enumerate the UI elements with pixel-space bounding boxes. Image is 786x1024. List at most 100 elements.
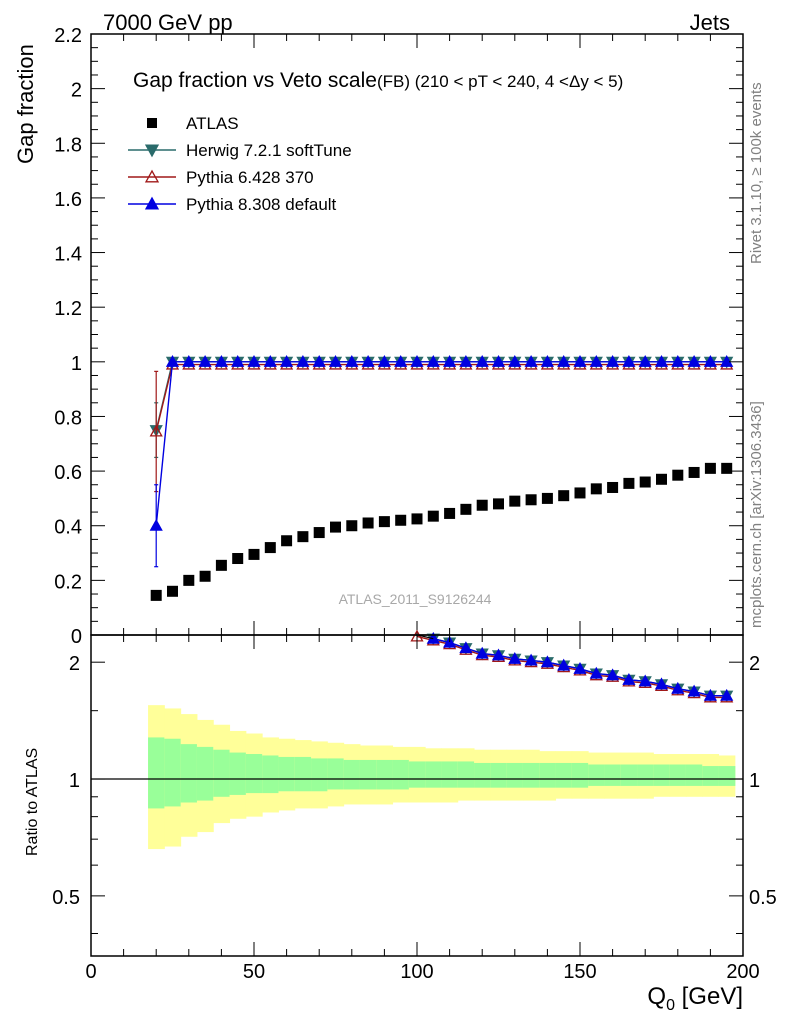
atlas-data-point <box>688 466 700 478</box>
x-axis-title-unit: [GeV] <box>675 983 743 1010</box>
rivet-label: Rivet 3.1.10, ≥ 100k events <box>748 82 765 264</box>
series-point <box>410 354 424 367</box>
ratio-point <box>622 672 636 685</box>
ratio-band-green <box>213 749 231 797</box>
ratio-band-green <box>196 746 214 801</box>
legend-marker <box>147 118 157 128</box>
y-tick-label: 0.6 <box>54 462 82 484</box>
legend-label: Pythia 8.308 default <box>186 195 337 214</box>
ratio-band-green <box>229 752 247 795</box>
series-point <box>247 354 261 367</box>
atlas-data-point <box>639 476 651 488</box>
series-point <box>263 354 277 367</box>
y-tick-label: 0.2 <box>54 571 82 593</box>
atlas-data-point <box>264 542 276 554</box>
y-tick-label: 1.6 <box>54 189 82 211</box>
y-tick-label: 2.2 <box>54 25 82 47</box>
ratio-band-green <box>180 744 198 803</box>
ratio-point <box>491 648 506 661</box>
series-point <box>654 354 669 367</box>
ratio-y-axis-title: Ratio to ATLAS <box>24 748 41 856</box>
series-point <box>573 354 587 367</box>
ratio-band-green <box>457 761 475 788</box>
atlas-data-point <box>623 477 635 489</box>
main-plot-data <box>149 354 734 601</box>
chart-title: Gap fraction vs Veto scale(FB) (210 < pT… <box>133 69 623 92</box>
atlas-data-point <box>150 589 162 601</box>
legend-marker <box>144 144 160 158</box>
ratio-uncertainty-bands <box>148 705 736 850</box>
atlas-data-point <box>444 507 456 519</box>
atlas-data-point <box>509 495 521 507</box>
series-point <box>638 354 652 367</box>
atlas-data-point <box>460 503 472 515</box>
legend: ATLAS Herwig 7.2.1 softTune Pythia 6.428 3… <box>128 114 352 214</box>
ratio-band-green <box>262 755 279 794</box>
series-point <box>589 354 603 367</box>
atlas-data-point <box>574 487 586 499</box>
atlas-data-point <box>199 570 211 582</box>
series-point <box>328 354 343 367</box>
ratio-tick-label-right: 0.5 <box>749 887 777 909</box>
ratio-tick-label: 0.5 <box>52 887 80 909</box>
ratio-band-green <box>441 761 459 788</box>
ratio-band-green <box>245 754 263 794</box>
series-point <box>622 354 636 367</box>
atlas-data-point <box>167 585 178 597</box>
y-tick-label: 1 <box>71 353 82 375</box>
series-point <box>426 354 440 367</box>
atlas-data-point <box>378 516 390 528</box>
atlas-data-point <box>590 483 602 495</box>
ratio-point <box>671 681 685 694</box>
ratio-band-green <box>294 756 312 792</box>
series-point <box>491 354 506 367</box>
ratio-point <box>475 646 489 659</box>
series-point <box>377 354 392 367</box>
legend-marker <box>144 169 160 183</box>
ratio-point <box>589 666 603 679</box>
ratio-band-green <box>571 762 589 788</box>
ratio-point <box>638 674 652 687</box>
y-tick-label: 0 <box>71 626 82 648</box>
atlas-data-point <box>541 492 553 504</box>
ratio-band-green <box>669 764 687 786</box>
atlas-data-point <box>248 548 260 560</box>
process-label: Jets <box>690 10 730 35</box>
atlas-data-point <box>411 513 423 525</box>
ratio-band-green <box>539 762 557 788</box>
ratio-band-green <box>506 762 524 788</box>
x-axis-title-subscript: 0 <box>666 997 675 1014</box>
series-point <box>475 354 489 367</box>
ratio-band-green <box>522 762 540 788</box>
series-point <box>312 354 326 367</box>
series-point <box>442 354 457 367</box>
atlas-data-point <box>215 559 227 571</box>
watermark-label: ATLAS_2011_S9126244 <box>339 591 492 607</box>
series-line-0 <box>155 361 727 431</box>
x-tick-label: 150 <box>563 961 596 983</box>
ratio-band-green <box>474 762 491 788</box>
ratio-point <box>605 668 620 681</box>
ratio-plot-data <box>91 629 743 780</box>
ratio-tick-label: 2 <box>69 653 80 675</box>
series-point <box>394 354 408 367</box>
atlas-data-point <box>346 520 358 532</box>
collision-label: 7000 GeV pp <box>103 10 233 35</box>
chart-title-main: Gap fraction vs Veto scale <box>133 69 377 92</box>
atlas-data-point <box>656 473 667 485</box>
ratio-band-green <box>164 738 182 807</box>
legend-label: ATLAS <box>186 114 239 133</box>
series-point <box>214 354 229 367</box>
atlas-data-point <box>395 514 407 526</box>
x-tick-label: 200 <box>726 961 759 983</box>
ratio-band-green <box>327 758 345 790</box>
ratio-axes: 0 50 100 150 200 0.5 0.5 1 1 2 2 <box>52 635 777 983</box>
ratio-point <box>508 651 522 664</box>
atlas-data-point <box>281 535 293 547</box>
series-point <box>165 354 180 367</box>
ratio-point <box>720 688 734 701</box>
atlas-data-point <box>558 490 570 502</box>
series-point <box>459 354 473 367</box>
atlas-data-point <box>232 553 244 565</box>
